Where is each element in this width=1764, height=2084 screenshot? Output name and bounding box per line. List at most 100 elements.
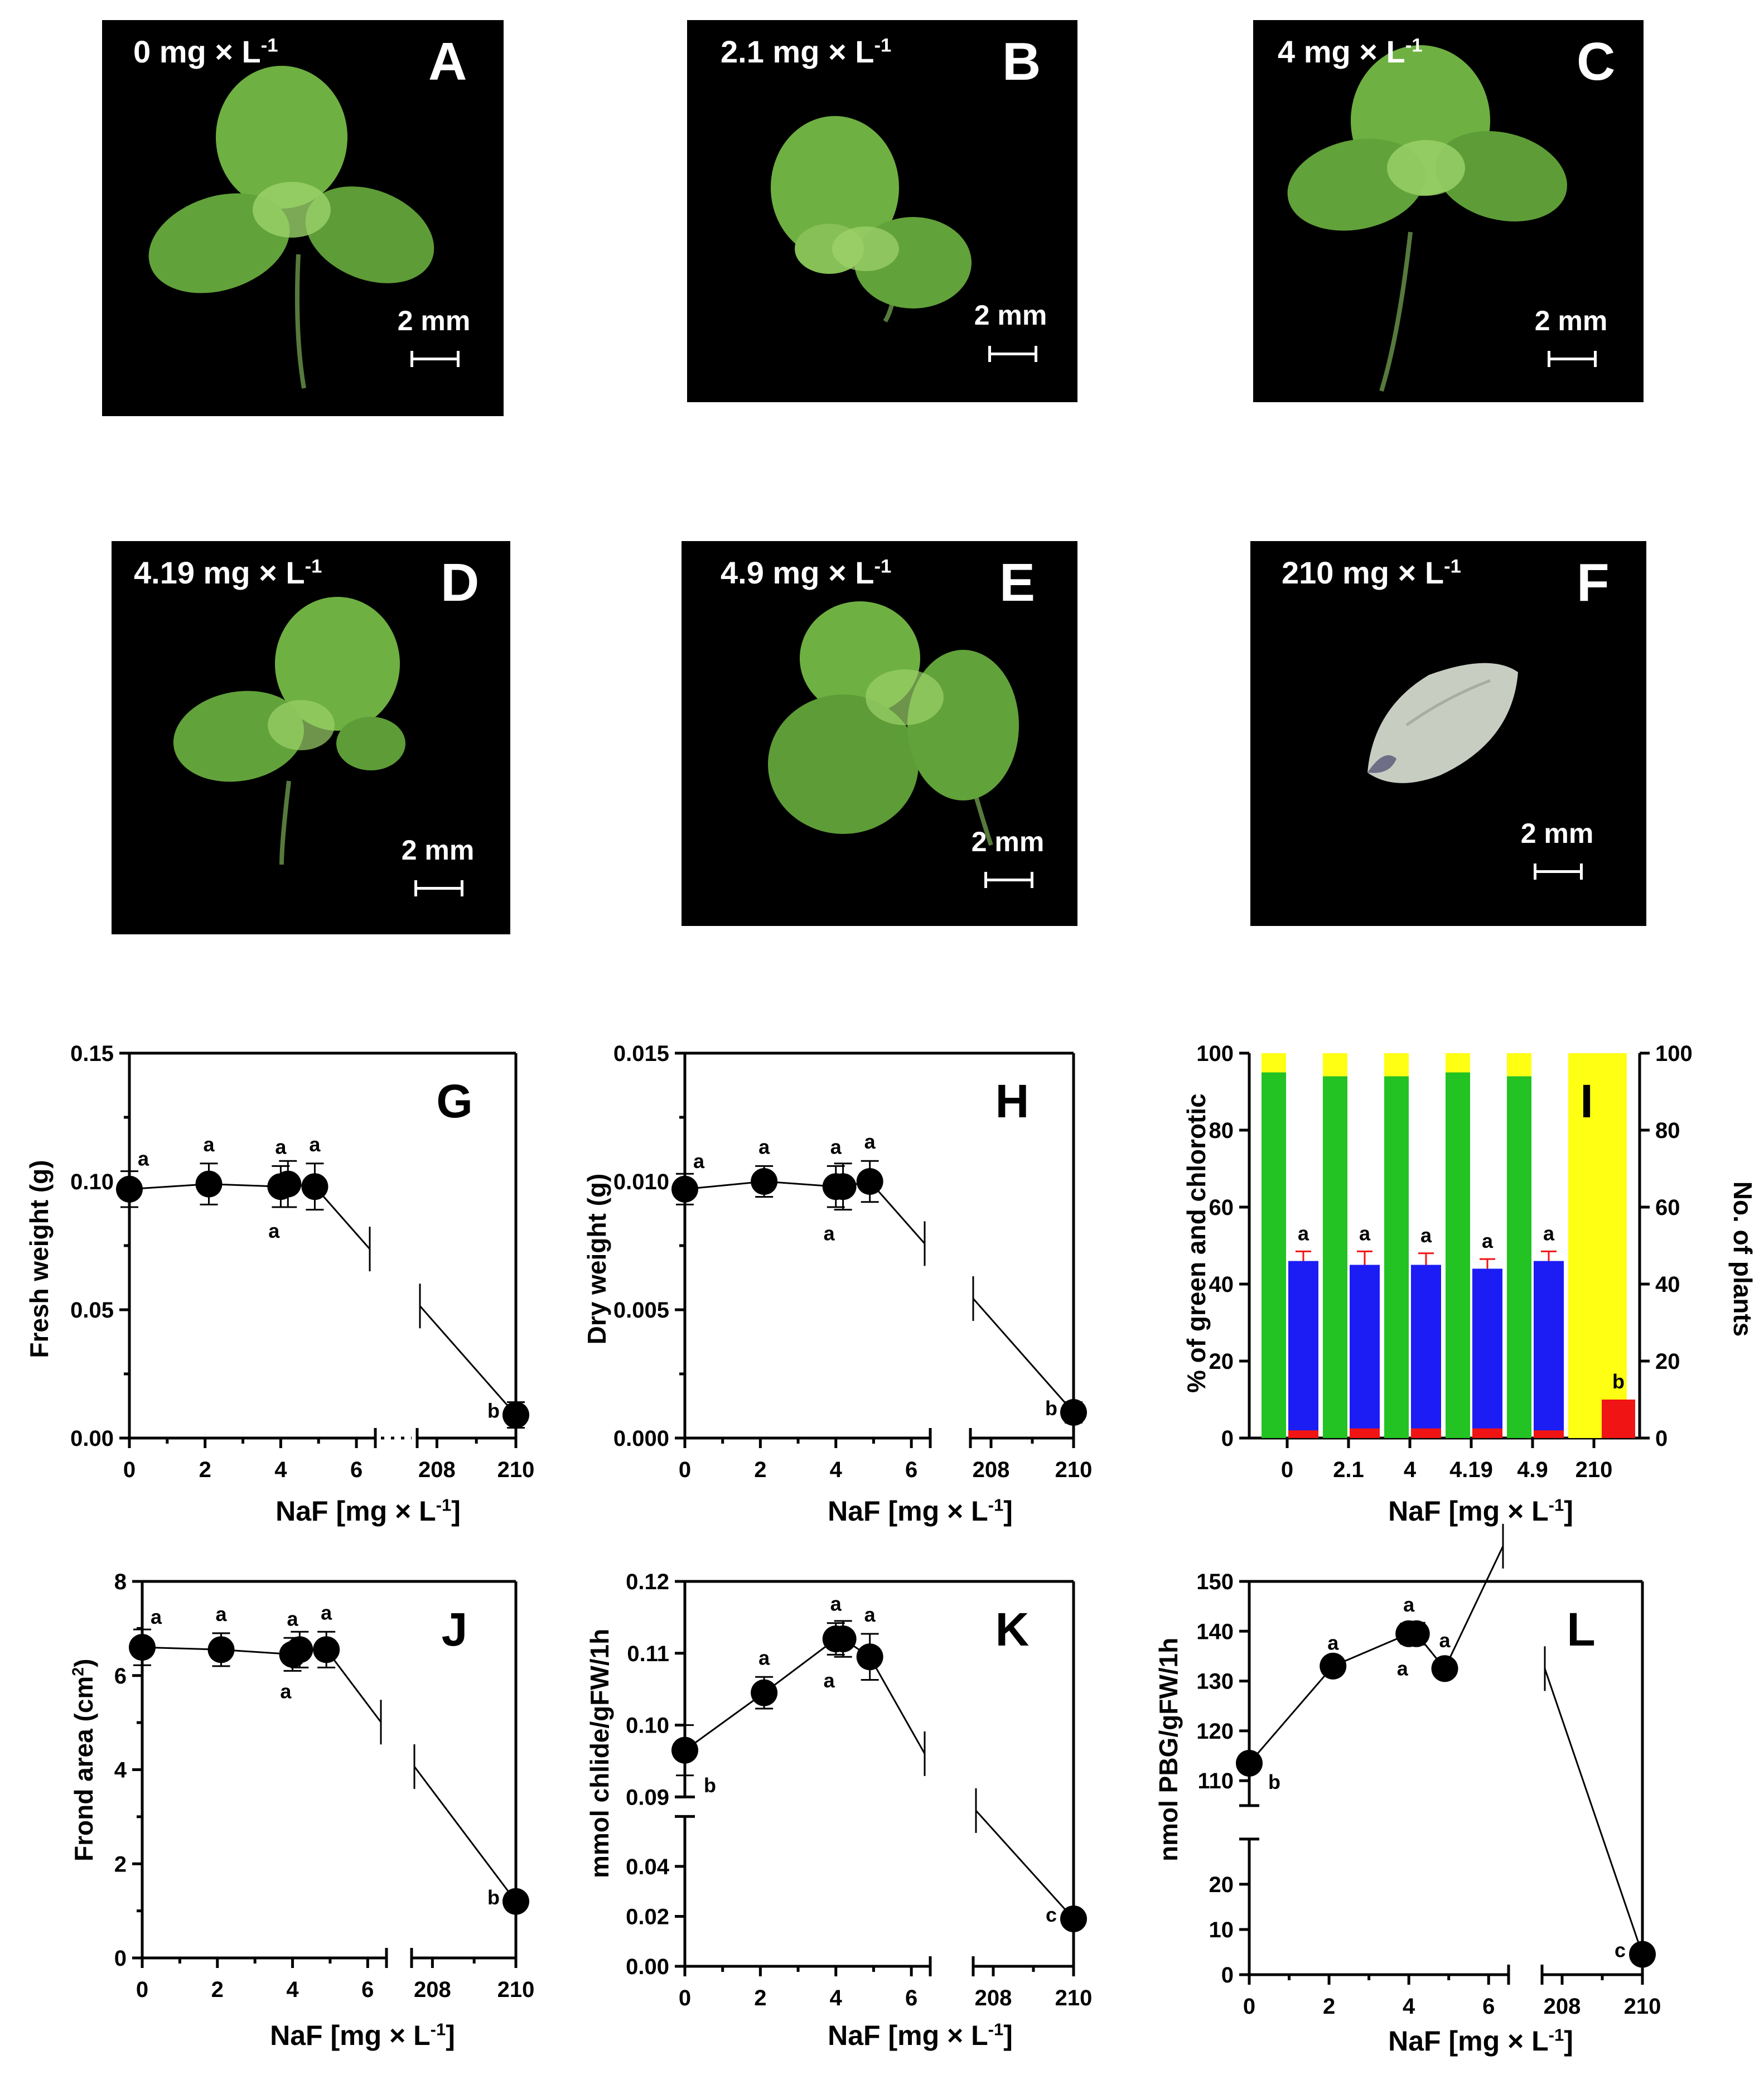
data-point	[1320, 1652, 1347, 1680]
data-point	[1403, 1620, 1430, 1647]
photo-dose-label: 210 mg × L-1	[1282, 555, 1461, 590]
y-tick-label: 6	[114, 1664, 127, 1689]
x-tick-label: 210	[1624, 1994, 1661, 2019]
data-point	[313, 1636, 340, 1663]
series-line	[684, 1180, 926, 1244]
significance-letter: a	[203, 1133, 215, 1156]
series-line-segment	[972, 1298, 1075, 1413]
x-tick-label: 0	[1243, 1994, 1255, 2019]
significance-letter: a	[1298, 1222, 1309, 1244]
scale-bar	[410, 351, 460, 367]
y-axis-title-l: nmol PBG/gFW/1h	[1154, 1637, 1183, 1861]
data-point	[502, 1888, 529, 1915]
x-tick-label: 4	[1403, 1994, 1415, 2019]
y-axis-title-j: Frond area (cm2)	[69, 1658, 98, 1862]
significance-letter: a	[1359, 1222, 1371, 1244]
x-tick-label: 0	[679, 1986, 691, 2010]
photo-panel-f: 210 mg × L-1 F 2 mm	[1250, 541, 1646, 926]
scale-bar	[1548, 351, 1597, 367]
x-tick-label: 2.1	[1333, 1458, 1364, 1482]
significance-letter: a	[309, 1133, 321, 1156]
y-tick-label: 0.000	[613, 1426, 669, 1451]
photo-panel-a: 0 mg × L-1 A 2 mm	[102, 20, 504, 416]
photo-dose-label: 0 mg × L-1	[133, 34, 278, 69]
bar-blue	[1350, 1265, 1380, 1438]
x-tick-label: 2	[199, 1458, 211, 1482]
bar-red	[1602, 1400, 1635, 1438]
frond-illustration-e	[768, 601, 1019, 846]
data-point	[671, 1175, 698, 1203]
y-tick-label: 40	[1209, 1272, 1234, 1297]
x-tick-label: 6	[905, 1986, 917, 2010]
data-point	[274, 1170, 302, 1198]
bar-red	[1411, 1428, 1441, 1438]
data-point	[1236, 1749, 1263, 1777]
significance-letter: a	[1482, 1229, 1494, 1252]
panel-letter: H	[995, 1075, 1030, 1127]
x-tick-label: 208	[973, 1458, 1010, 1482]
panel-letter: A	[428, 32, 467, 91]
data-point	[1060, 1399, 1087, 1426]
data-point	[1431, 1655, 1458, 1682]
scale-label: 2 mm	[1534, 305, 1608, 336]
scale-label: 2 mm	[1520, 818, 1594, 849]
y2-axis-title-i: No. of plants	[1728, 1181, 1757, 1337]
x-tick-label: 6	[361, 1977, 374, 2002]
x-tick-label: 2	[754, 1986, 766, 2010]
y-tick-label: 0.04	[626, 1855, 670, 1879]
scale-bar	[984, 872, 1033, 888]
significance-letter: a	[1397, 1657, 1409, 1680]
x-tick-label: 4.9	[1517, 1458, 1548, 1482]
x-axis-title-l: NaF [mg × L-1]	[1388, 2025, 1573, 2057]
series-line	[129, 1183, 371, 1250]
bar-yellow	[1446, 1053, 1470, 1073]
data-point	[829, 1625, 857, 1653]
data-point	[1629, 1941, 1656, 1968]
series-line	[1248, 1546, 1504, 1764]
panel-letter: F	[1577, 553, 1610, 612]
bar-blue	[1472, 1268, 1502, 1438]
bar-green	[1384, 1076, 1409, 1438]
data-point	[502, 1401, 529, 1429]
significance-letter: a	[1543, 1222, 1555, 1244]
significance-letter: a	[151, 1605, 162, 1628]
significance-letter: b	[704, 1774, 716, 1797]
data-point	[829, 1173, 857, 1200]
bar-yellow	[1323, 1053, 1347, 1077]
significance-letter: a	[215, 1603, 227, 1625]
bar-red	[1472, 1428, 1502, 1438]
data-point	[116, 1175, 143, 1203]
x-tick-label: 208	[414, 1977, 451, 2002]
significance-letter: b	[1612, 1370, 1625, 1393]
x-tick-label: 2	[1323, 1994, 1335, 2019]
y-tick-label: 20	[1209, 1349, 1234, 1374]
x-tick-label: 6	[350, 1458, 363, 1482]
photo-panel-d: 4.19 mg × L-1 D 2 mm	[112, 541, 510, 934]
y-tick-label: 0	[1221, 1963, 1234, 1987]
panel-letter: C	[1577, 32, 1616, 91]
significance-letter: a	[280, 1680, 292, 1702]
y-tick-label: 10	[1209, 1918, 1234, 1942]
panel-letter: K	[995, 1603, 1030, 1656]
series-line	[684, 1638, 926, 1754]
x-tick-label: 0	[123, 1458, 136, 1482]
significance-letter: b	[487, 1400, 500, 1422]
panel-letter: J	[442, 1603, 468, 1656]
x-tick-label: 4	[830, 1458, 843, 1482]
y-tick-label: 130	[1196, 1670, 1234, 1694]
significance-letter: a	[1420, 1224, 1432, 1247]
x-tick-label: 4.19	[1449, 1458, 1493, 1482]
significance-letter: a	[138, 1147, 149, 1170]
y2-tick-label: 40	[1655, 1272, 1680, 1297]
significance-letter: a	[830, 1135, 842, 1158]
significance-letter: b	[1045, 1397, 1057, 1420]
data-point	[1060, 1905, 1087, 1932]
bar-red	[1534, 1430, 1564, 1438]
data-point	[856, 1168, 883, 1195]
x-tick-label: 210	[1055, 1986, 1093, 2010]
y-tick-label: 110	[1197, 1769, 1234, 1793]
bar-yellow	[1384, 1053, 1409, 1077]
data-point	[856, 1643, 883, 1671]
scale-bar	[988, 346, 1037, 362]
